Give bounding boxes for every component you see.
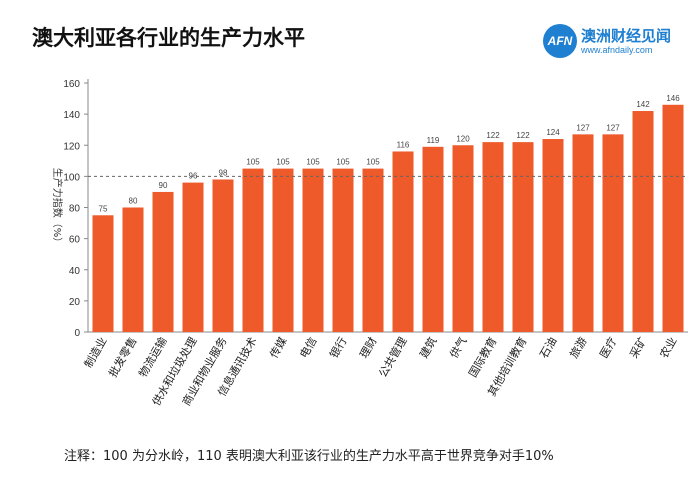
bar-value-label: 105 — [276, 158, 290, 167]
bar-value-label: 122 — [486, 131, 500, 140]
logo-name: 澳洲财经见闻 — [581, 27, 672, 45]
bar-value-label: 127 — [576, 123, 590, 132]
x-category-label: 传媒 — [267, 335, 289, 361]
x-category-label: 制造业 — [81, 335, 110, 371]
bar-value-label: 142 — [636, 100, 650, 109]
bar — [92, 215, 114, 332]
bar — [182, 182, 204, 332]
bar-value-label: 146 — [666, 94, 680, 103]
bar — [362, 168, 384, 332]
bar-value-label: 105 — [306, 158, 320, 167]
bar — [152, 191, 174, 332]
x-category-label: 电信 — [297, 335, 319, 361]
chart-note: 注释：100 为分水岭，110 表明澳大利亚该行业的生产力水平高于世界竞争对手1… — [64, 449, 554, 464]
bar-value-label: 75 — [99, 204, 108, 213]
bar — [242, 168, 264, 332]
bar — [272, 168, 294, 332]
bar — [572, 134, 594, 332]
bar — [212, 179, 234, 332]
x-category-label: 医疗 — [596, 335, 619, 361]
bar-value-label: 120 — [456, 134, 470, 143]
bar-value-label: 105 — [246, 158, 260, 167]
x-category-label: 国际教育 — [465, 335, 499, 380]
bar-value-label: 116 — [397, 140, 410, 149]
y-tick-label: 60 — [69, 235, 81, 246]
y-tick-label: 80 — [69, 204, 81, 215]
bar-value-label: 90 — [159, 181, 168, 190]
x-category-label: 建筑 — [416, 335, 439, 361]
x-category-label: 批发零售 — [105, 335, 139, 380]
bar-value-label: 122 — [516, 131, 530, 140]
chart-title: 澳大利亚各行业的生产力水平 — [32, 26, 305, 50]
y-tick-label: 120 — [63, 141, 80, 152]
x-category-label: 公共管理 — [375, 335, 409, 380]
bar — [302, 168, 324, 332]
y-tick-label: 20 — [69, 297, 81, 308]
bar — [482, 142, 504, 332]
y-tick-label: 160 — [63, 79, 80, 90]
bar-value-label: 98 — [219, 168, 228, 177]
x-category-label: 银行 — [326, 335, 349, 361]
y-axis-label: 生产力指数（%） — [51, 168, 64, 248]
bar — [122, 207, 144, 332]
bar — [542, 139, 564, 332]
bar-value-label: 124 — [546, 128, 560, 137]
bar-value-label: 80 — [129, 197, 138, 206]
bar — [602, 134, 624, 332]
logo-url: www.afndaily.com — [581, 45, 653, 55]
bar-value-label: 119 — [427, 136, 440, 145]
x-category-label: 农业 — [656, 335, 679, 361]
bar — [512, 142, 534, 332]
x-category-label: 理财 — [356, 335, 379, 361]
y-tick-label: 100 — [63, 172, 80, 183]
bar — [632, 111, 654, 332]
y-tick-label: 40 — [69, 266, 81, 277]
bar — [392, 151, 414, 332]
bar-value-label: 96 — [189, 172, 198, 181]
x-category-label: 供气 — [446, 335, 469, 361]
bar — [422, 146, 444, 332]
bar-value-label: 105 — [336, 158, 350, 167]
bar — [452, 145, 474, 332]
y-tick-label: 140 — [63, 110, 80, 121]
bar-value-label: 127 — [606, 123, 620, 132]
bar — [332, 168, 354, 332]
bar-value-label: 105 — [366, 158, 380, 167]
x-category-label: 采矿 — [627, 335, 649, 361]
y-tick-label: 0 — [74, 328, 80, 339]
x-category-label: 石油 — [536, 335, 559, 361]
bar — [662, 104, 684, 332]
afn-logo-icon: AFN — [543, 24, 577, 58]
x-category-label: 旅游 — [566, 335, 589, 361]
x-category-label: 物流运输 — [135, 335, 169, 380]
